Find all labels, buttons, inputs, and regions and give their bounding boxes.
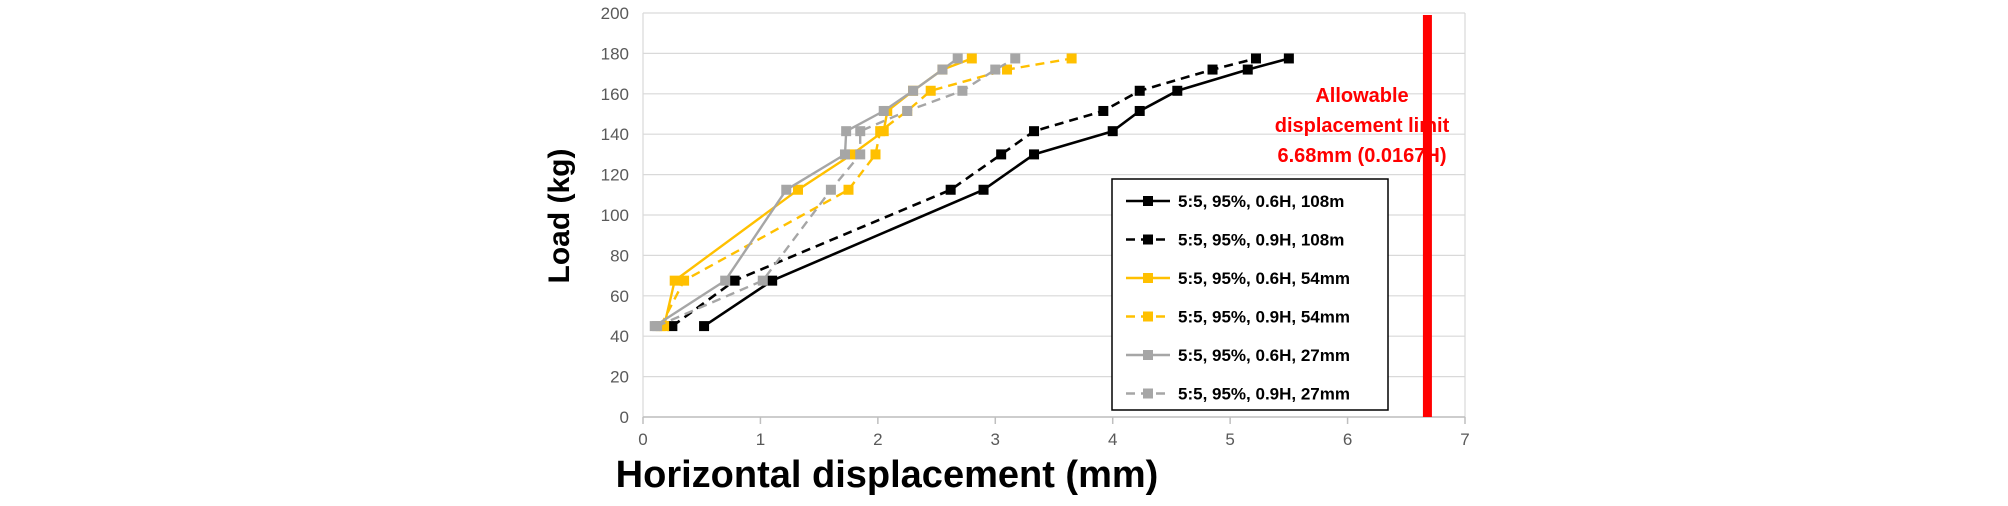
series-point — [870, 149, 881, 160]
gridlines — [642, 12, 1466, 418]
y-tick-label: 160 — [601, 85, 629, 104]
y-tick-label: 0 — [620, 408, 629, 427]
series-point — [841, 126, 852, 137]
legend-label: 5:5, 95%, 0.6H, 54mm — [1178, 269, 1350, 288]
series-point — [937, 64, 948, 75]
series-1 — [699, 53, 1294, 332]
series-2 — [667, 53, 1261, 332]
legend-box — [1111, 178, 1389, 411]
y-tick-label: 140 — [601, 125, 629, 144]
series-point — [1098, 105, 1109, 116]
series-point — [767, 275, 778, 286]
series-point — [878, 105, 889, 116]
x-tick-label: 4 — [1108, 430, 1117, 449]
y-axis-title: Load (kg) — [543, 149, 576, 284]
series-point — [1207, 64, 1218, 75]
x-tick-label: 6 — [1343, 430, 1352, 449]
legend-label: 5:5, 95%, 0.9H, 27mm — [1178, 385, 1350, 404]
x-tick-label: 2 — [873, 430, 882, 449]
legend-marker — [1143, 388, 1153, 399]
series-point — [925, 85, 936, 96]
series-point — [669, 275, 680, 286]
series-point — [825, 184, 836, 195]
y-tick-label: 20 — [610, 368, 629, 387]
series-point — [996, 149, 1007, 160]
series-point — [855, 126, 866, 137]
legend-marker — [1143, 311, 1153, 322]
series-point — [667, 321, 678, 332]
legend-marker — [1143, 350, 1153, 360]
series-point — [1250, 53, 1261, 64]
series-point — [952, 53, 963, 64]
legend: 5:5, 95%, 0.6H, 108m 5:5, 95%, 0.9H, 108m… — [1111, 178, 1389, 411]
legend-marker — [1143, 234, 1153, 245]
series-point — [729, 275, 740, 286]
series-point — [875, 126, 886, 137]
series-point — [793, 184, 804, 195]
y-tick-label: 60 — [610, 287, 629, 306]
series-point — [957, 85, 968, 96]
series-point — [908, 85, 919, 96]
legend-label: 5:5, 95%, 0.9H, 54mm — [1178, 308, 1350, 327]
series-point — [679, 275, 690, 286]
series-6 — [652, 53, 1021, 332]
x-tick-label: 5 — [1225, 430, 1234, 449]
series-point — [847, 149, 858, 160]
series-point — [1283, 53, 1294, 64]
series-point — [1029, 149, 1040, 160]
y-tick-label: 200 — [601, 4, 629, 23]
legend-marker — [1143, 196, 1153, 206]
series-point — [902, 105, 913, 116]
series-point — [720, 275, 731, 286]
legend-label: 5:5, 95%, 0.6H, 27mm — [1178, 346, 1350, 365]
y-tick-label: 100 — [601, 206, 629, 225]
series-point — [978, 184, 989, 195]
series-point — [1134, 105, 1145, 116]
series-point — [843, 184, 854, 195]
series-point — [966, 53, 977, 64]
limit-annotation-line-3: 6.68mm (0.0167H) — [1278, 145, 1447, 167]
x-axis-title: Horizontal displacement (mm) — [616, 454, 1159, 496]
series-point — [699, 321, 710, 332]
limit-annotation-line-1: Allowable — [1315, 85, 1408, 107]
series-point — [652, 321, 663, 332]
series-point — [945, 184, 956, 195]
y-tick-label: 40 — [610, 327, 629, 346]
axes: 0 20 40 60 80 100 120 140 160 180 200 0 1 2 3 4 5 6 7 — [601, 4, 1470, 449]
series-point — [855, 149, 866, 160]
y-tick-label: 180 — [601, 44, 629, 63]
x-tick-label: 3 — [991, 430, 1000, 449]
x-tick-label: 0 — [638, 430, 647, 449]
series-point — [1029, 126, 1040, 137]
series-point — [1066, 53, 1077, 64]
series-point — [1172, 85, 1183, 96]
limit-annotation-line-2: displacement limit — [1275, 115, 1450, 137]
series-point — [839, 149, 850, 160]
series-line — [656, 57, 1016, 328]
x-tick-label: 1 — [756, 430, 765, 449]
data-series — [649, 53, 1294, 332]
series-point — [990, 64, 1001, 75]
y-tick-label: 120 — [601, 166, 629, 185]
series-point — [1134, 85, 1145, 96]
series-point — [1107, 126, 1118, 137]
series-point — [757, 275, 768, 286]
x-tick-label: 7 — [1460, 430, 1469, 449]
series-point — [1242, 64, 1253, 75]
legend-label: 5:5, 95%, 0.9H, 108m — [1178, 231, 1344, 250]
series-point — [1010, 53, 1021, 64]
legend-marker — [1143, 273, 1153, 283]
legend-label: 5:5, 95%, 0.6H, 108m — [1178, 192, 1344, 211]
y-tick-label: 80 — [610, 246, 629, 265]
series-point — [781, 184, 792, 195]
series-point — [1002, 64, 1013, 75]
